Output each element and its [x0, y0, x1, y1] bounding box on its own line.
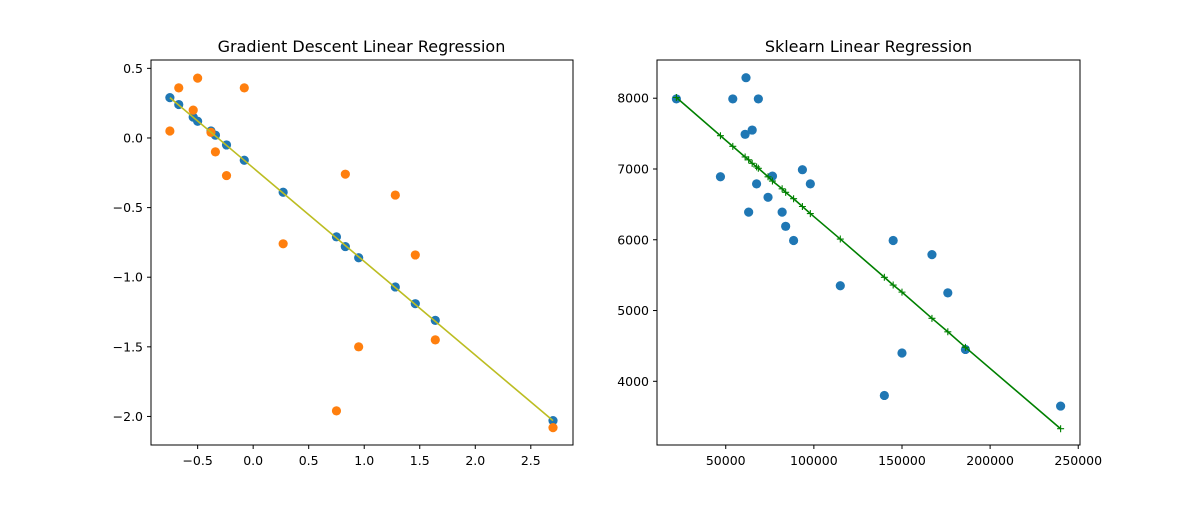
scatter-point-series-1: [797, 165, 808, 175]
regression-marker: [880, 273, 888, 281]
scatter-point-series-1: [753, 94, 763, 104]
y-tick-label: 5000: [617, 303, 649, 318]
regression-marker: [836, 235, 844, 243]
x-tick-label: 150000: [878, 453, 926, 468]
scatter-point-series-2: [221, 170, 232, 181]
scatter-point-series-1: [897, 348, 907, 358]
y-tick-label: −0.5: [113, 200, 143, 215]
regression-marker: [729, 142, 737, 150]
scatter-point-series-1: [777, 207, 787, 217]
x-tick-label: 1.0: [354, 453, 374, 468]
regression-marker: [741, 153, 749, 161]
scatter-point-series-2: [390, 190, 400, 200]
regression-marker: [782, 188, 790, 196]
scatter-point-series-1: [728, 94, 738, 104]
regression-marker: [806, 210, 814, 218]
scatter-point-series-1: [747, 125, 757, 135]
regression-marker: [768, 177, 776, 185]
regression-marker: [944, 328, 952, 336]
axes-frame: [656, 59, 1081, 446]
regression-line: [675, 96, 1062, 430]
regression-marker: [790, 195, 798, 203]
x-tick-label: 2.5: [521, 453, 541, 468]
scatter-point-series-1: [744, 207, 754, 217]
y-tick-label: −2.0: [113, 409, 143, 424]
y-tick-label: 0.5: [123, 61, 143, 76]
regression-marker: [672, 94, 680, 102]
chart-title: Sklearn Linear Regression: [765, 37, 972, 56]
scatter-point-series-1: [763, 192, 773, 202]
scatter-point-series-1: [715, 172, 726, 182]
scatter-point-series-1: [879, 390, 889, 401]
regression-marker: [716, 132, 724, 140]
x-tick-label: 0.0: [243, 453, 263, 468]
regression-marker: [798, 202, 806, 210]
plot-area: [671, 73, 1066, 433]
regression-marker: [778, 185, 786, 193]
scatter-point-series-1: [927, 250, 937, 260]
x-tick-label: 200000: [966, 453, 1014, 468]
scatter-point-series-2: [165, 126, 175, 136]
scatter-point-series-2: [239, 83, 249, 93]
scatter-point-series-2: [410, 250, 420, 260]
regression-line: [169, 96, 554, 422]
scatter-point-series-1: [751, 179, 762, 189]
scatter-point-series-1: [835, 281, 845, 291]
chart-gradient-descent: Gradient Descent Linear Regression −0.5 0…: [113, 37, 574, 468]
y-tick-label: −1.0: [113, 270, 143, 285]
regression-marker: [754, 164, 762, 172]
chart-title: Gradient Descent Linear Regression: [218, 37, 506, 56]
scatter-point-series-2: [278, 239, 288, 249]
scatter-point-series-1: [805, 179, 815, 189]
scatter-point-series-2: [188, 105, 198, 115]
regression-marker: [753, 163, 761, 171]
scatter-point-series-2: [548, 422, 558, 433]
scatter-point-series-2: [340, 169, 350, 179]
regression-marker: [1057, 425, 1065, 433]
axes-frame: [150, 59, 574, 446]
scatter-point-series-2: [174, 83, 184, 93]
scatter-point-series-2: [331, 406, 342, 416]
chart-sklearn: Sklearn Linear Regression 50000 100000 150…: [617, 37, 1102, 468]
scatter-point-series-1: [888, 235, 898, 246]
x-tick-label: 1.5: [410, 453, 430, 468]
scatter-point-series-2: [430, 335, 440, 345]
regression-marker: [889, 281, 897, 289]
scatter-point-series-1: [943, 288, 953, 298]
regression-marker: [748, 159, 756, 167]
scatter-point-series-2: [210, 147, 221, 157]
x-tick-label: 250000: [1054, 453, 1102, 468]
scatter-point-series-1: [781, 221, 791, 231]
x-tick-label: 0.5: [299, 453, 319, 468]
scatter-point-series-1: [741, 73, 751, 83]
y-tick-label: 8000: [617, 91, 649, 106]
y-tick-label: 7000: [617, 161, 649, 176]
scatter-point-series-2: [354, 342, 364, 352]
y-tick-label: 0.0: [123, 130, 143, 145]
regression-marker: [764, 173, 772, 181]
x-tick-label: 2.0: [465, 453, 485, 468]
scatter-point-series-1: [788, 235, 799, 246]
plot-area: [165, 73, 558, 433]
regression-marker: [928, 314, 936, 322]
x-tick-label: 50000: [706, 453, 746, 468]
scatter-point-series-2: [193, 73, 203, 83]
x-tick-label: 100000: [790, 453, 838, 468]
y-tick-label: 6000: [617, 232, 649, 247]
y-tick-label: −1.5: [113, 339, 143, 354]
regression-marker: [961, 343, 969, 351]
x-tick-label: −0.5: [182, 453, 212, 468]
regression-marker: [745, 156, 753, 164]
regression-marker: [898, 288, 906, 296]
scatter-point-series-1: [1056, 401, 1066, 411]
scatter-point-series-1: [740, 129, 750, 139]
y-tick-label: 4000: [617, 374, 649, 389]
